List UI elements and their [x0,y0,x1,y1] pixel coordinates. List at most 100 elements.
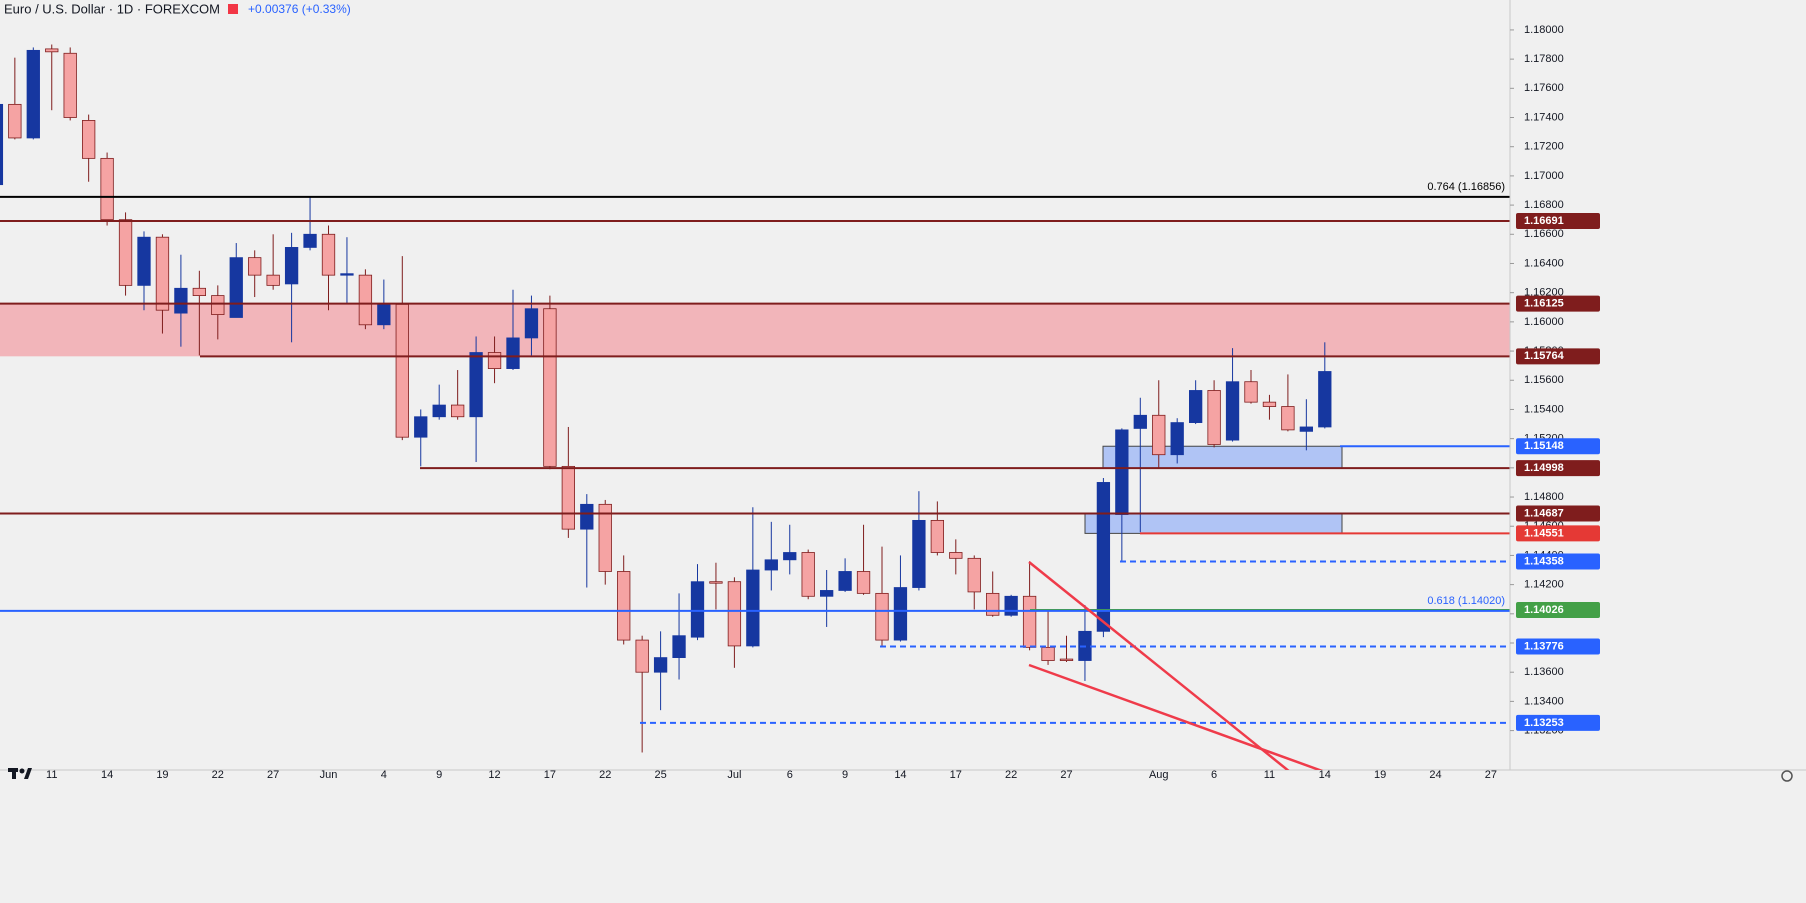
y-tick-label: 1.15400 [1524,403,1564,415]
price-box-label: 1.15148 [1524,440,1564,452]
candle-body [875,592,889,641]
y-tick-label: 1.17000 [1524,170,1564,182]
candle-body [63,52,77,118]
price-box-label: 1.16125 [1524,298,1564,310]
x-tick-label: Jul [727,769,741,781]
fib-label: 0.764 (1.16856) [1427,181,1505,193]
candle-body [653,657,668,673]
y-tick-label: 1.16200 [1524,287,1564,299]
candle-body [137,236,151,286]
candle-body [727,581,742,647]
price-box-label: 1.13253 [1524,717,1564,729]
price-box [1516,438,1600,455]
candle-body [543,308,557,467]
zone [0,303,1510,357]
y-tick-label: 1.14200 [1524,579,1564,591]
candle-body [635,639,649,673]
candle-body [284,247,299,285]
candle-body [709,581,723,584]
candle-body [1041,646,1055,661]
price-box [1516,213,1600,230]
candle-body [930,519,944,553]
flag-icon [228,4,238,14]
candle-body [893,587,908,641]
y-tick-label: 1.16000 [1524,316,1564,328]
candle-body [432,404,446,418]
candle-body [26,49,40,139]
candle-body [100,157,114,221]
x-tick-label: 27 [1485,769,1497,781]
plot-area [0,44,1510,753]
price-box [1516,505,1600,522]
candle-body [377,303,391,326]
y-tick-label: 1.13400 [1524,695,1564,707]
candle-body [1133,414,1147,429]
candle-body [912,519,926,588]
price-box-label: 1.15764 [1524,350,1565,362]
x-tick-label: 11 [46,769,57,781]
candle-body [1115,429,1129,515]
candle-body [672,635,686,659]
candle-body [838,571,852,591]
x-tick-label: 12 [488,769,500,781]
price-box [1516,602,1600,619]
price-box [1516,295,1600,312]
x-tick-label: Jun [320,769,338,781]
y-tick-label: 1.16400 [1524,257,1564,269]
candle-body [1096,482,1111,632]
candle-body [155,236,170,311]
x-tick-label: 22 [1005,769,1017,781]
x-tick-label: 14 [1319,769,1331,781]
candle-body [192,287,207,296]
candle-body [949,552,963,559]
candle-body [8,103,22,139]
price-box-label: 1.14358 [1524,555,1564,567]
candle-body [0,103,4,186]
candle-body [1281,406,1295,431]
candle-body [690,581,705,638]
logo [8,768,32,779]
candle-body [340,273,354,276]
x-tick-label: 17 [950,769,962,781]
x-tick-label: 14 [894,769,906,781]
price-box-label: 1.13776 [1524,640,1564,652]
candle-body [487,352,502,369]
settings-icon[interactable] [1781,770,1793,782]
y-tick-label: 1.16600 [1524,228,1564,240]
candle-body [764,559,778,571]
x-tick-label: 4 [381,769,387,781]
trendline [1028,663,1324,770]
candle-body [174,287,188,314]
x-tick-label: 17 [544,769,556,781]
trendlines [1028,561,1324,770]
candle-body [1318,371,1332,428]
candle-body [414,416,428,438]
x-tick-label: 19 [156,769,168,781]
x-tick-label: 6 [1211,769,1217,781]
price-box-label: 1.14026 [1524,604,1564,616]
candle-body [266,274,280,286]
x-tick-label: 6 [787,769,793,781]
price-box [1516,638,1600,655]
symbol-title: Euro / U.S. Dollar · 1D · FOREXCOM [4,1,220,16]
candle-body [1170,422,1184,456]
candle-body [986,592,1000,616]
candle-body [801,552,815,597]
candle-body [1022,595,1037,648]
candle-body [1299,426,1313,432]
x-tick-label: 27 [267,769,279,781]
x-tick-label: 11 [1264,769,1275,781]
y-tick-label: 1.14800 [1524,491,1564,503]
candle-body [580,503,594,530]
price-box-label: 1.14687 [1524,507,1564,519]
candle-body [45,48,59,53]
y-tick-label: 1.15600 [1524,374,1564,386]
candle-body [856,571,871,594]
candle-body [248,257,262,276]
y-tick-label: 1.17200 [1524,141,1564,153]
price-box [1516,714,1600,731]
x-tick-label: 9 [842,769,848,781]
